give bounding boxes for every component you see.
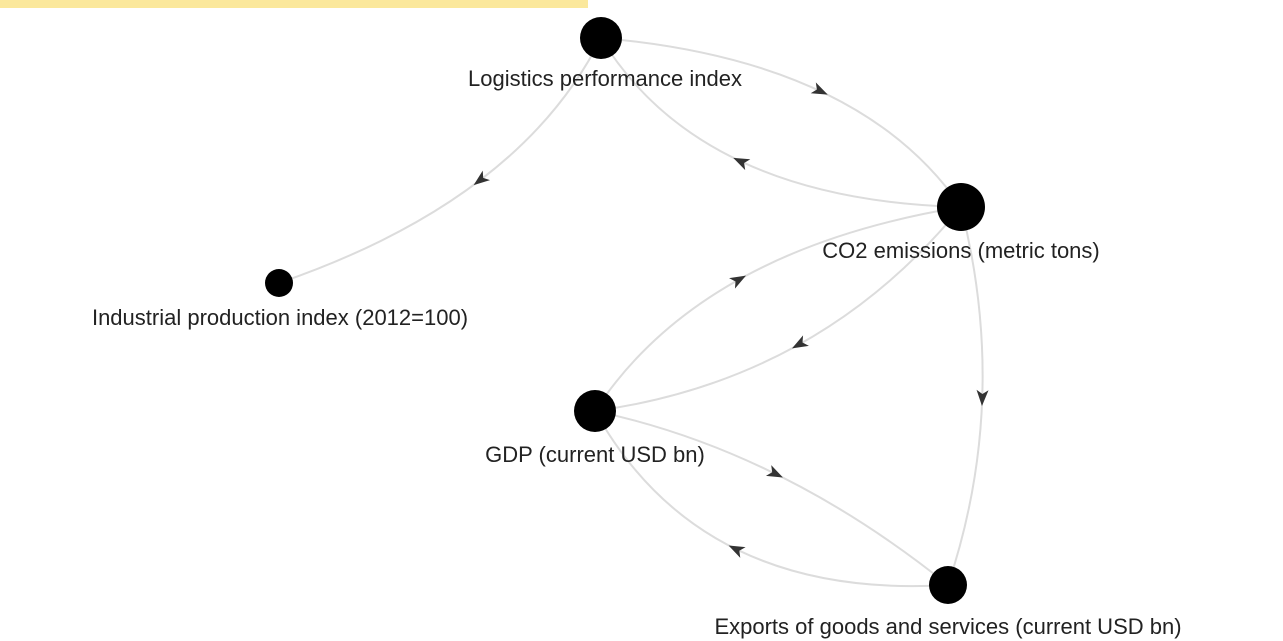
edge-arrow <box>792 335 809 349</box>
node[interactable] <box>937 183 985 231</box>
highlight-bar <box>0 0 588 8</box>
edge <box>600 37 962 208</box>
node-label: CO2 emissions (metric tons) <box>822 238 1100 263</box>
node[interactable] <box>580 17 622 59</box>
edges <box>278 37 989 588</box>
node[interactable] <box>929 566 967 604</box>
edge <box>594 410 949 588</box>
edge-arrow <box>810 82 828 95</box>
node[interactable] <box>574 390 616 432</box>
edge <box>600 37 962 208</box>
edge <box>594 410 949 586</box>
nodes: Logistics performance index CO2 emissions… <box>92 17 1182 639</box>
edge-arrow <box>729 275 746 289</box>
node-label: Industrial production index (2012=100) <box>92 305 468 330</box>
node-label: GDP (current USD bn) <box>485 442 705 467</box>
node-label: Exports of goods and services (current U… <box>714 614 1181 639</box>
edge-arrow <box>976 389 989 406</box>
edge-arrow <box>765 465 783 478</box>
edge-arrow <box>733 157 751 171</box>
node-label: Logistics performance index <box>468 66 742 91</box>
node[interactable] <box>265 269 293 297</box>
edge-arrow <box>728 545 746 558</box>
edge-arrow <box>473 170 490 186</box>
edge <box>947 206 984 586</box>
